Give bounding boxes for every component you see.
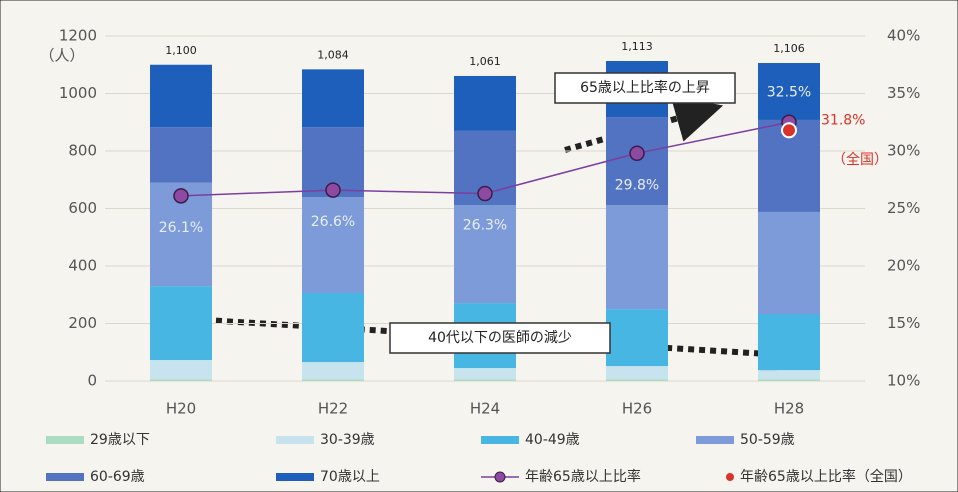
legend-swatch [276,436,314,444]
bar-segment [150,286,212,361]
annotation: 40代以下の医師の減少 [428,329,572,346]
y2-tick-label: 30% [887,142,920,160]
value-label: 29.8% [615,177,659,193]
total-label: 1,084 [317,48,349,61]
y-tick-label: 1000 [59,84,97,102]
bar-segment [302,293,364,363]
value-label: 31.8% [821,112,865,128]
y-tick-label: 800 [68,142,97,160]
legend-label: 60-69歳 [90,469,145,485]
x-tick-label: H28 [774,400,804,418]
total-label: 1,061 [469,55,501,68]
annotation-box [389,322,611,354]
y-tick-label: 400 [68,257,97,275]
y-tick-label: 1200 [59,27,97,45]
y2-tick-label: 40% [887,27,920,45]
bar-segment [150,127,212,183]
legend-swatch [481,436,519,444]
bar-segment [758,379,820,381]
bar-segment [454,379,516,381]
bar-segment [606,379,668,381]
bar-segment [606,117,668,206]
x-tick-label: H24 [470,400,500,418]
bar-segment [758,370,820,380]
x-tick-label: H26 [622,400,652,418]
legend-swatch [494,471,506,483]
legend-label: 29歳以下 [90,432,150,448]
line-point [325,182,341,198]
total-label: 1,100 [165,44,197,57]
total-label: 1,113 [621,40,653,53]
y2-tick-label: 20% [887,257,920,275]
bar-segment [302,69,364,128]
line-point [477,185,493,202]
legend-label: 年齢65歳以上比率 [525,468,641,485]
bar-segment [606,205,668,310]
bar-segment [150,379,212,381]
legend-label: 50-59歳 [740,432,795,448]
value-label: 26.1% [159,220,203,236]
total-label: 1,106 [773,42,805,55]
legend-label: 年齢65歳以上比率（全国） [740,468,912,485]
bar-segment [454,205,516,304]
legend-swatch [726,473,734,481]
bar-segment [150,64,212,128]
bar-segment [606,309,668,367]
annotation: 65歳以上比率の上昇 [580,79,710,96]
legend-swatch [276,473,314,481]
bar-segment [302,379,364,381]
annotation: （全国） [832,151,888,168]
bar-segment [150,360,212,380]
bar-segment [454,368,516,380]
point [781,122,797,139]
y-axis-label: （人） [39,47,84,65]
value-label: 32.5% [767,84,811,100]
y2-tick-label: 25% [887,199,920,217]
y2-tick-label: 10% [887,372,920,390]
legend-swatch [696,436,734,444]
value-label: 26.3% [463,218,507,234]
y-tick-label: 600 [68,199,97,217]
y-tick-label: 200 [68,314,97,332]
bar-segment [454,75,516,131]
bar-segment [758,211,820,315]
legend-swatch [46,436,84,444]
bar-segment [302,362,364,380]
bar-segment [302,197,364,294]
x-tick-label: H22 [318,400,348,418]
bar-segment [758,314,820,371]
value-label: 26.6% [311,214,355,230]
line-point [173,188,189,204]
bar-segment [758,63,820,120]
y2-tick-label: 15% [887,314,920,332]
y2-tick-label: 35% [887,84,920,102]
legend-swatch [46,473,84,481]
legend-label: 30-39歳 [320,432,375,448]
x-tick-label: H20 [166,400,196,418]
line-point [629,145,645,162]
bar-segment [606,366,668,380]
legend-label: 40-49歳 [525,432,580,448]
annotation-box [554,72,736,104]
y-tick-label: 0 [87,372,97,390]
legend-label: 70歳以上 [320,469,380,485]
